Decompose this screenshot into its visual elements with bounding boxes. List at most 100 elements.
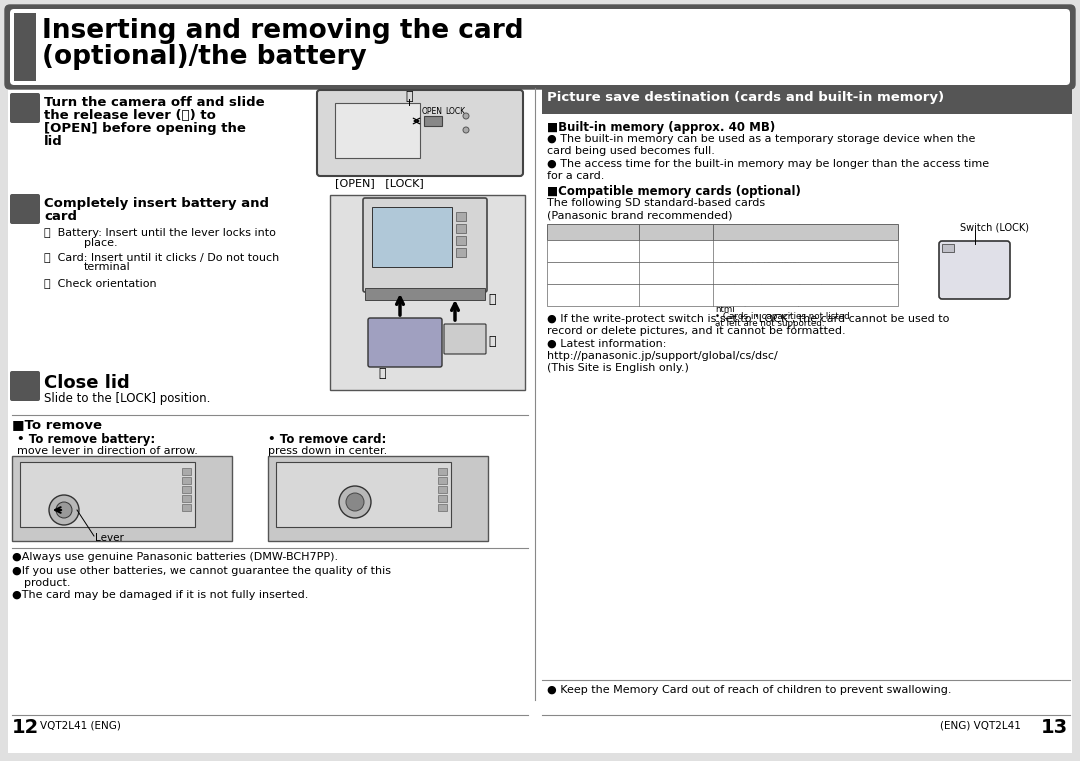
Text: Slide to the [LOCK] position.: Slide to the [LOCK] position. bbox=[44, 392, 211, 405]
FancyBboxPatch shape bbox=[10, 371, 40, 401]
Text: html: html bbox=[715, 305, 734, 314]
Text: 2GB: 2GB bbox=[955, 272, 993, 290]
Text: (Panasonic brand recommended): (Panasonic brand recommended) bbox=[546, 210, 732, 220]
Bar bbox=[438, 468, 447, 475]
Bar bbox=[330, 195, 525, 390]
Bar bbox=[546, 240, 897, 262]
Circle shape bbox=[463, 127, 469, 133]
Text: lid: lid bbox=[44, 135, 63, 148]
FancyBboxPatch shape bbox=[10, 93, 40, 123]
Text: 2: 2 bbox=[19, 199, 30, 214]
Text: ■To remove: ■To remove bbox=[12, 418, 102, 431]
Text: press down in center.: press down in center. bbox=[268, 446, 388, 456]
Text: ● The built-in memory can be used as a temporary storage device when the: ● The built-in memory can be used as a t… bbox=[546, 134, 975, 144]
Bar bbox=[546, 262, 897, 284]
Bar bbox=[456, 224, 465, 233]
Circle shape bbox=[346, 493, 364, 511]
Text: 13: 13 bbox=[1041, 718, 1068, 737]
Bar bbox=[365, 288, 485, 300]
Bar bbox=[14, 13, 36, 81]
Text: 1: 1 bbox=[19, 98, 30, 113]
Text: Type of Card: Type of Card bbox=[549, 226, 623, 236]
Text: • To remove battery:: • To remove battery: bbox=[17, 433, 156, 446]
Bar bbox=[542, 88, 1072, 114]
Text: Ⓑ: Ⓑ bbox=[488, 293, 496, 306]
Text: record or delete pictures, and it cannot be formatted.: record or delete pictures, and it cannot… bbox=[546, 326, 846, 336]
Circle shape bbox=[49, 495, 79, 525]
Text: (This Site is English only.): (This Site is English only.) bbox=[546, 363, 689, 373]
Text: cards, check that your: cards, check that your bbox=[715, 270, 813, 279]
Text: SDHC memory
cards: SDHC memory cards bbox=[549, 264, 619, 283]
Bar bbox=[456, 248, 465, 257]
Text: the release lever (Ⓐ) to: the release lever (Ⓐ) to bbox=[44, 109, 216, 122]
Text: (optional)/the battery: (optional)/the battery bbox=[42, 44, 367, 70]
Text: LOCK: LOCK bbox=[445, 107, 465, 116]
Text: Notes: Notes bbox=[715, 226, 750, 236]
Text: ● If the write-protect switch is set to ‘LOCK’, the card cannot be used to: ● If the write-protect switch is set to … bbox=[546, 314, 949, 324]
Text: Lever: Lever bbox=[95, 533, 124, 543]
Text: The following SD standard-based cards: The following SD standard-based cards bbox=[546, 198, 765, 208]
Text: ⓓ: ⓓ bbox=[378, 367, 386, 380]
Text: ●The card may be damaged if it is not fully inserted.: ●The card may be damaged if it is not fu… bbox=[12, 590, 309, 600]
Bar bbox=[183, 468, 191, 475]
Text: SDXC memory
cards: SDXC memory cards bbox=[549, 286, 618, 305]
FancyBboxPatch shape bbox=[444, 324, 486, 354]
Text: ■Built-in memory (approx. 40 MB): ■Built-in memory (approx. 40 MB) bbox=[546, 121, 775, 134]
Text: move lever in direction of arrow.: move lever in direction of arrow. bbox=[17, 446, 198, 456]
Text: card being used becomes full.: card being used becomes full. bbox=[546, 146, 715, 156]
Text: http://panasonic.net/avc/: http://panasonic.net/avc/ bbox=[715, 291, 824, 300]
Text: 48 GB – 64 GB: 48 GB – 64 GB bbox=[642, 286, 708, 295]
Text: Ⓑ  Battery: Insert until the lever locks into: Ⓑ Battery: Insert until the lever locks … bbox=[44, 228, 275, 238]
Text: VQT2L41 (ENG): VQT2L41 (ENG) bbox=[40, 720, 121, 730]
Text: 12: 12 bbox=[12, 718, 39, 737]
Text: Ⓒ: Ⓒ bbox=[488, 335, 496, 348]
Circle shape bbox=[339, 486, 372, 518]
Text: [OPEN] before opening the: [OPEN] before opening the bbox=[44, 122, 246, 135]
Text: SD: SD bbox=[340, 107, 355, 117]
Text: product.: product. bbox=[24, 578, 70, 588]
Text: ●If you use other batteries, we cannot guarantee the quality of this: ●If you use other batteries, we cannot g… bbox=[12, 566, 391, 576]
Text: (ENG) VQT2L41: (ENG) VQT2L41 bbox=[940, 720, 1021, 730]
Text: 3: 3 bbox=[19, 376, 30, 391]
Text: respective formats.: respective formats. bbox=[715, 256, 799, 265]
Text: Picture save destination (cards and built-in memory): Picture save destination (cards and buil… bbox=[546, 91, 944, 104]
Bar bbox=[276, 462, 451, 527]
FancyBboxPatch shape bbox=[939, 241, 1010, 299]
Text: Capacity: Capacity bbox=[642, 226, 692, 236]
Text: 4 GB – 32 GB: 4 GB – 32 GB bbox=[642, 264, 703, 273]
Text: MEMORY CARD /: MEMORY CARD / bbox=[335, 122, 387, 127]
FancyBboxPatch shape bbox=[363, 198, 487, 292]
Bar bbox=[12, 456, 232, 541]
Text: at left are not supported.: at left are not supported. bbox=[715, 319, 824, 328]
Bar bbox=[183, 495, 191, 502]
Text: sdcard/information/SDXC.: sdcard/information/SDXC. bbox=[715, 298, 827, 307]
Text: support this type of card.: support this type of card. bbox=[715, 284, 825, 293]
FancyBboxPatch shape bbox=[5, 5, 1075, 89]
Text: Inserting and removing the card: Inserting and removing the card bbox=[42, 18, 524, 44]
FancyBboxPatch shape bbox=[10, 194, 40, 224]
Text: • To remove card:: • To remove card: bbox=[268, 433, 387, 446]
Text: • Before using SDXC memory: • Before using SDXC memory bbox=[715, 263, 843, 272]
Text: Turn the camera off and slide: Turn the camera off and slide bbox=[44, 96, 265, 109]
Bar bbox=[456, 212, 465, 221]
Bar bbox=[438, 477, 447, 484]
Text: Switch (LOCK): Switch (LOCK) bbox=[960, 222, 1029, 232]
Text: SD memory
cards: SD memory cards bbox=[549, 242, 605, 261]
Bar bbox=[183, 504, 191, 511]
Text: for a card.: for a card. bbox=[546, 171, 605, 181]
Text: ●Always use genuine Panasonic batteries (DMW-BCH7PP).: ●Always use genuine Panasonic batteries … bbox=[12, 552, 338, 562]
Text: http://panasonic.jp/support/global/cs/dsc/: http://panasonic.jp/support/global/cs/ds… bbox=[546, 351, 778, 361]
FancyBboxPatch shape bbox=[10, 9, 1070, 85]
Text: [OPEN]   [LOCK]: [OPEN] [LOCK] bbox=[335, 178, 423, 188]
Bar bbox=[183, 477, 191, 484]
Bar bbox=[424, 116, 442, 126]
Text: terminal: terminal bbox=[84, 262, 131, 272]
FancyBboxPatch shape bbox=[318, 90, 523, 176]
Circle shape bbox=[463, 113, 469, 119]
Text: ■Compatible memory cards (optional): ■Compatible memory cards (optional) bbox=[546, 185, 801, 198]
Bar bbox=[21, 462, 195, 527]
Text: computer and other devices: computer and other devices bbox=[715, 277, 838, 286]
Circle shape bbox=[56, 502, 72, 518]
Text: • Can be used with devices: • Can be used with devices bbox=[715, 242, 835, 251]
Bar bbox=[372, 207, 453, 267]
